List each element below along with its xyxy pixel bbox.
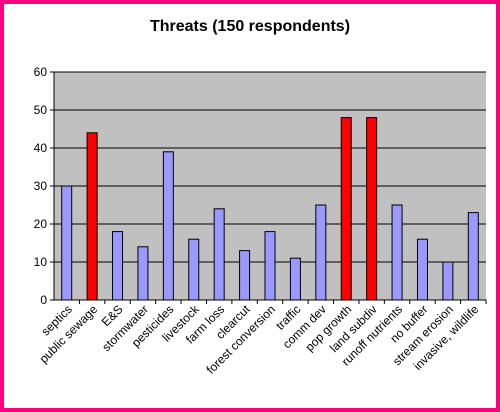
bar xyxy=(366,117,378,301)
bar xyxy=(315,204,327,301)
y-tick-label: 50 xyxy=(34,103,48,117)
y-tick-label: 30 xyxy=(34,179,48,193)
bar xyxy=(289,257,301,301)
bar xyxy=(112,231,124,301)
bar xyxy=(391,204,403,301)
y-tick-label: 40 xyxy=(34,141,48,155)
y-tick-label: 60 xyxy=(34,65,48,79)
bar xyxy=(137,246,149,301)
bar xyxy=(416,238,428,301)
bar xyxy=(188,238,200,301)
bar xyxy=(61,185,73,301)
bar xyxy=(442,261,454,301)
bar xyxy=(213,208,225,301)
bar xyxy=(162,151,174,301)
y-tick-label: 0 xyxy=(40,293,47,307)
bar xyxy=(340,117,352,301)
chart-title: Threats (150 respondents) xyxy=(149,18,351,35)
bar xyxy=(86,132,98,301)
bar xyxy=(467,212,479,301)
y-tick-label: 20 xyxy=(34,217,48,231)
y-tick-label: 10 xyxy=(34,255,48,269)
bar xyxy=(264,231,276,301)
bar xyxy=(239,250,251,301)
